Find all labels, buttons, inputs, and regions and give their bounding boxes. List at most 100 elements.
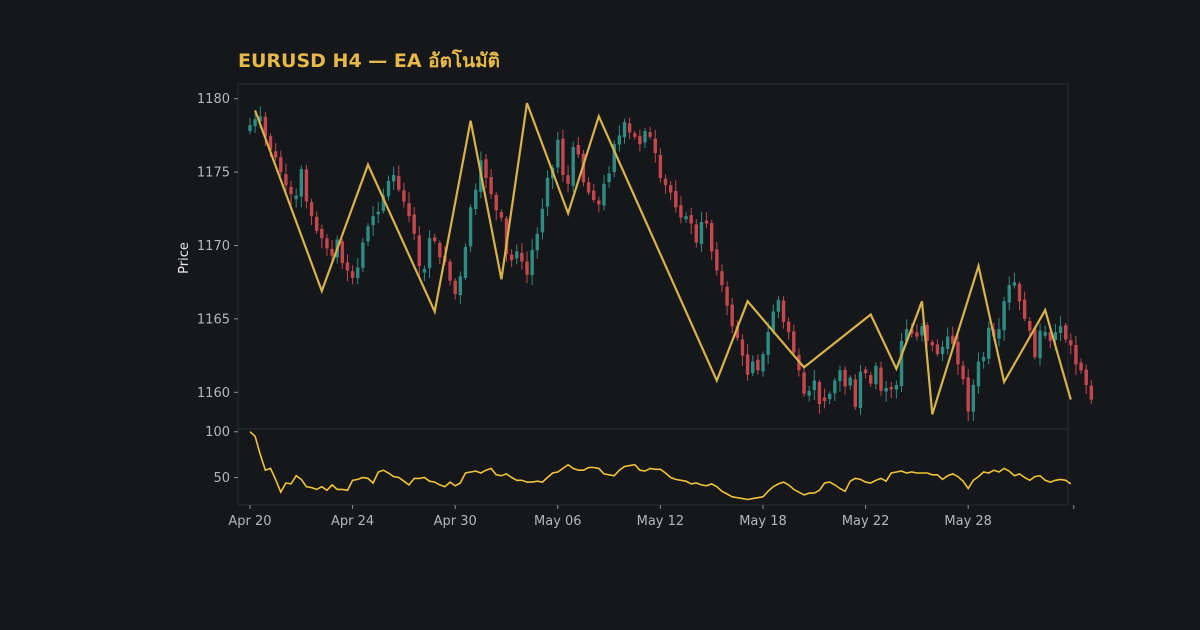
- candle-body: [884, 387, 888, 392]
- candle-body: [345, 262, 350, 271]
- candle: [361, 238, 365, 273]
- candle: [951, 326, 955, 347]
- candle: [668, 181, 673, 201]
- candle-body: [848, 377, 852, 386]
- candle: [674, 180, 678, 213]
- candle: [586, 177, 591, 196]
- candle: [689, 207, 693, 235]
- candle-body: [515, 251, 519, 259]
- candle: [509, 249, 514, 268]
- candle: [622, 118, 627, 144]
- candle-body: [822, 397, 827, 402]
- candle: [412, 207, 416, 241]
- candle-body: [925, 325, 929, 341]
- candle-body: [1084, 369, 1088, 385]
- price-tick-label: 1165: [197, 312, 230, 327]
- candle-body: [397, 176, 401, 190]
- candle: [1084, 364, 1088, 395]
- candle-body: [817, 382, 822, 405]
- x-tick-label: May 18: [739, 514, 787, 529]
- candle-body: [827, 393, 832, 400]
- candle-body: [566, 175, 570, 184]
- candle-body: [951, 335, 955, 344]
- candle: [915, 324, 919, 341]
- candle-body: [448, 261, 452, 281]
- candle-body: [863, 369, 868, 374]
- candle: [432, 233, 437, 244]
- y-axis-label: Price: [177, 242, 192, 274]
- candle-body: [725, 286, 729, 306]
- candle: [602, 175, 606, 211]
- candle-body: [781, 300, 786, 322]
- zigzag-layer: [254, 102, 1072, 415]
- candle-body: [376, 211, 380, 215]
- x-tick-label: May 06: [534, 514, 582, 529]
- candle-body: [484, 159, 488, 178]
- candle-body: [1007, 285, 1011, 303]
- candle: [427, 230, 432, 278]
- candle: [515, 244, 519, 265]
- candle-body: [1089, 385, 1094, 400]
- candle: [653, 129, 657, 163]
- candle: [474, 183, 478, 215]
- candle-body: [1074, 344, 1078, 365]
- candle: [499, 209, 504, 222]
- candle-body: [386, 180, 391, 197]
- candle: [463, 243, 468, 281]
- candle-body: [468, 207, 473, 247]
- candle: [1079, 358, 1083, 375]
- candle-body: [899, 340, 904, 387]
- candle: [720, 264, 724, 293]
- candle-body: [391, 175, 396, 182]
- candle-body: [812, 380, 816, 391]
- candle-body: [792, 331, 796, 353]
- candle-body: [607, 173, 611, 183]
- candle: [863, 366, 868, 379]
- candle-body: [366, 226, 370, 242]
- candle-body: [638, 135, 642, 145]
- candle-body: [284, 174, 288, 186]
- candle: [807, 385, 811, 402]
- candle: [545, 170, 550, 217]
- candle: [530, 239, 534, 286]
- candle-body: [561, 138, 565, 176]
- candle: [576, 136, 581, 159]
- candle-body: [304, 169, 309, 202]
- candle: [699, 211, 704, 252]
- candle: [771, 304, 775, 335]
- candle: [1022, 291, 1027, 322]
- candle-body: [987, 327, 991, 359]
- candle-body: [653, 138, 657, 153]
- candle: [781, 296, 786, 329]
- candle: [848, 375, 852, 390]
- candle: [273, 143, 278, 161]
- candle: [899, 333, 904, 393]
- candle: [397, 165, 401, 192]
- candle-body: [756, 359, 760, 371]
- candle: [566, 165, 570, 193]
- candle: [284, 163, 288, 197]
- candle: [366, 223, 370, 247]
- candle-body: [258, 116, 262, 122]
- candle: [751, 355, 755, 377]
- candle-body: [463, 246, 468, 278]
- candle-body: [945, 336, 950, 349]
- oscillator-panel: [237, 428, 1069, 506]
- candle-body: [361, 242, 365, 268]
- candle: [417, 226, 421, 277]
- candle-body: [299, 169, 303, 197]
- candle: [356, 257, 360, 285]
- candle-body: [499, 212, 504, 218]
- candle-body: [940, 346, 945, 355]
- candle-body: [1038, 330, 1042, 359]
- candle: [350, 265, 355, 285]
- candle-body: [474, 189, 478, 210]
- candle-body: [1028, 321, 1032, 331]
- candle: [453, 278, 457, 300]
- candle: [1028, 317, 1032, 336]
- candle-body: [679, 205, 683, 218]
- candle-body: [530, 249, 534, 276]
- candle: [648, 126, 652, 140]
- candle: [812, 369, 816, 400]
- candle-body: [1033, 328, 1037, 358]
